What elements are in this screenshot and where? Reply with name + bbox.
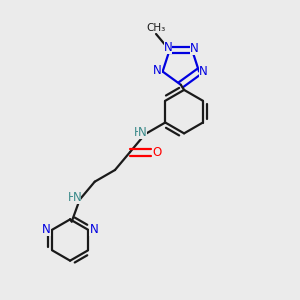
Text: N: N xyxy=(89,223,98,236)
Text: N: N xyxy=(153,64,162,77)
Text: N: N xyxy=(138,126,147,139)
Text: H: H xyxy=(134,126,142,139)
Text: O: O xyxy=(152,146,162,159)
Text: N: N xyxy=(73,191,82,205)
Text: N: N xyxy=(190,42,199,55)
Text: N: N xyxy=(199,65,207,78)
Text: H: H xyxy=(68,191,77,205)
Text: CH₃: CH₃ xyxy=(146,23,166,33)
Text: N: N xyxy=(164,41,172,54)
Text: N: N xyxy=(42,223,51,236)
